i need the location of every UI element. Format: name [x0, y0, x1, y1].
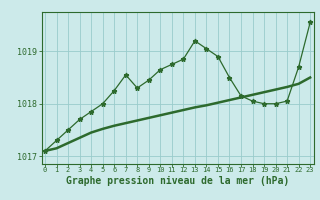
X-axis label: Graphe pression niveau de la mer (hPa): Graphe pression niveau de la mer (hPa)	[66, 176, 289, 186]
